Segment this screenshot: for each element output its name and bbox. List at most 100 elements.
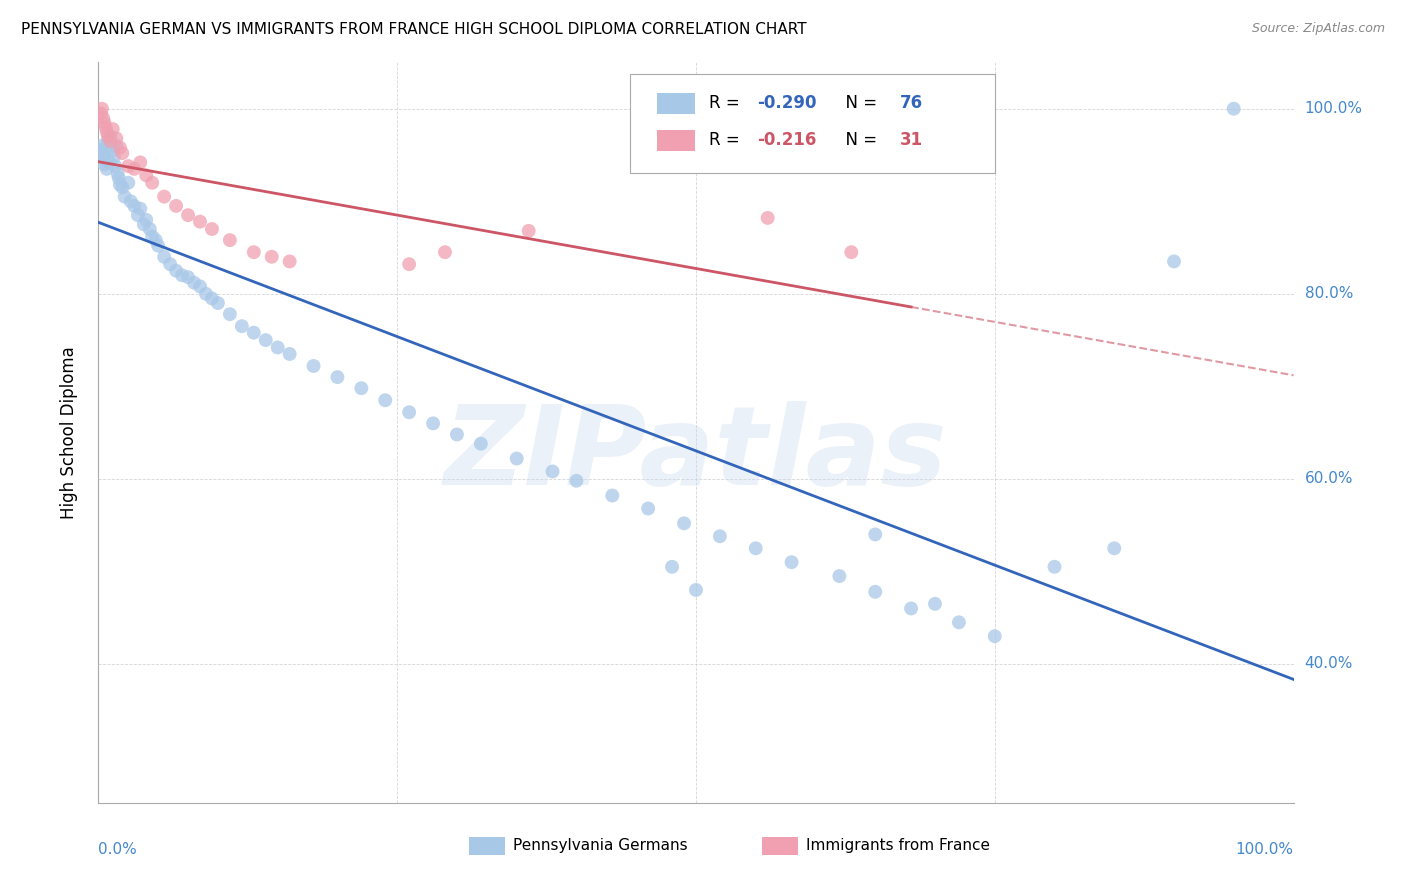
Point (243, 326, 266, 340)
Point (91, 111, 114, 125)
Point (165, 199, 187, 213)
Point (506, 451, 529, 466)
Point (145, 233, 167, 247)
Point (267, 341, 290, 355)
Point (207, 296, 229, 310)
Point (153, 189, 176, 203)
Point (108, 178, 131, 192)
Point (98, 134, 122, 148)
Point (172, 268, 194, 283)
Point (745, 541, 768, 556)
Point (96, 161, 118, 176)
Point (107, 166, 129, 180)
Text: ZIPatlas: ZIPatlas (444, 401, 948, 508)
Text: 60.0%: 60.0% (1305, 471, 1353, 486)
Point (780, 555, 803, 569)
Point (374, 393, 396, 408)
Point (948, 615, 970, 630)
Text: -0.290: -0.290 (756, 95, 817, 112)
Point (1043, 559, 1066, 574)
Point (141, 176, 163, 190)
Point (278, 254, 301, 268)
Point (124, 161, 146, 176)
Point (470, 436, 492, 450)
Point (541, 465, 564, 479)
Point (219, 233, 242, 247)
Point (673, 516, 696, 531)
FancyBboxPatch shape (630, 73, 995, 173)
Point (1104, 541, 1126, 556)
Point (135, 212, 157, 227)
Point (1163, 254, 1185, 268)
FancyBboxPatch shape (657, 93, 695, 113)
Point (94, 140, 117, 154)
Point (685, 582, 707, 597)
Point (98, 155, 121, 169)
Point (398, 257, 420, 271)
Point (841, 245, 863, 260)
Point (90, 144, 112, 158)
Point (637, 501, 659, 516)
FancyBboxPatch shape (762, 837, 797, 855)
Text: N =: N = (835, 131, 882, 149)
Point (828, 569, 851, 583)
Point (201, 292, 224, 306)
Point (111, 146, 134, 161)
Point (90, 106, 112, 120)
Point (924, 597, 946, 611)
Point (101, 144, 124, 158)
Point (756, 211, 779, 225)
Text: Immigrants from France: Immigrants from France (806, 838, 990, 854)
Point (260, 250, 283, 264)
Text: -0.216: -0.216 (756, 131, 817, 149)
Point (153, 250, 176, 264)
Point (101, 122, 124, 136)
Point (91, 138, 114, 153)
Point (129, 155, 152, 169)
Point (139, 222, 162, 236)
Text: 76: 76 (900, 95, 924, 112)
Point (127, 208, 149, 222)
Point (865, 527, 887, 541)
Point (111, 180, 134, 194)
Point (97, 129, 120, 144)
Point (219, 307, 242, 321)
Point (434, 245, 457, 260)
Point (94, 120, 117, 135)
Point (91, 102, 114, 116)
Text: N =: N = (835, 95, 882, 112)
Point (709, 529, 731, 543)
Point (108, 140, 131, 154)
Point (243, 245, 266, 260)
Point (91, 148, 114, 162)
Point (183, 276, 205, 290)
Point (231, 319, 253, 334)
Point (900, 601, 922, 615)
Point (141, 229, 163, 244)
Point (117, 176, 139, 190)
FancyBboxPatch shape (657, 130, 695, 151)
Point (96, 125, 118, 139)
Point (148, 238, 170, 252)
Point (188, 279, 211, 293)
Point (350, 381, 373, 395)
Text: 0.0%: 0.0% (98, 842, 138, 856)
Point (254, 333, 277, 347)
Point (93, 157, 115, 171)
Text: 100.0%: 100.0% (1236, 842, 1294, 856)
Point (602, 489, 624, 503)
Point (165, 263, 187, 277)
Point (302, 359, 325, 373)
Point (177, 270, 200, 285)
Point (159, 257, 181, 271)
Text: 100.0%: 100.0% (1305, 101, 1362, 116)
Point (114, 189, 136, 203)
Point (105, 138, 128, 153)
Point (93, 115, 115, 129)
Point (129, 202, 152, 216)
Point (565, 474, 588, 488)
Point (326, 370, 349, 384)
Point (661, 559, 683, 574)
Text: 40.0%: 40.0% (1305, 657, 1353, 672)
Point (135, 169, 157, 183)
